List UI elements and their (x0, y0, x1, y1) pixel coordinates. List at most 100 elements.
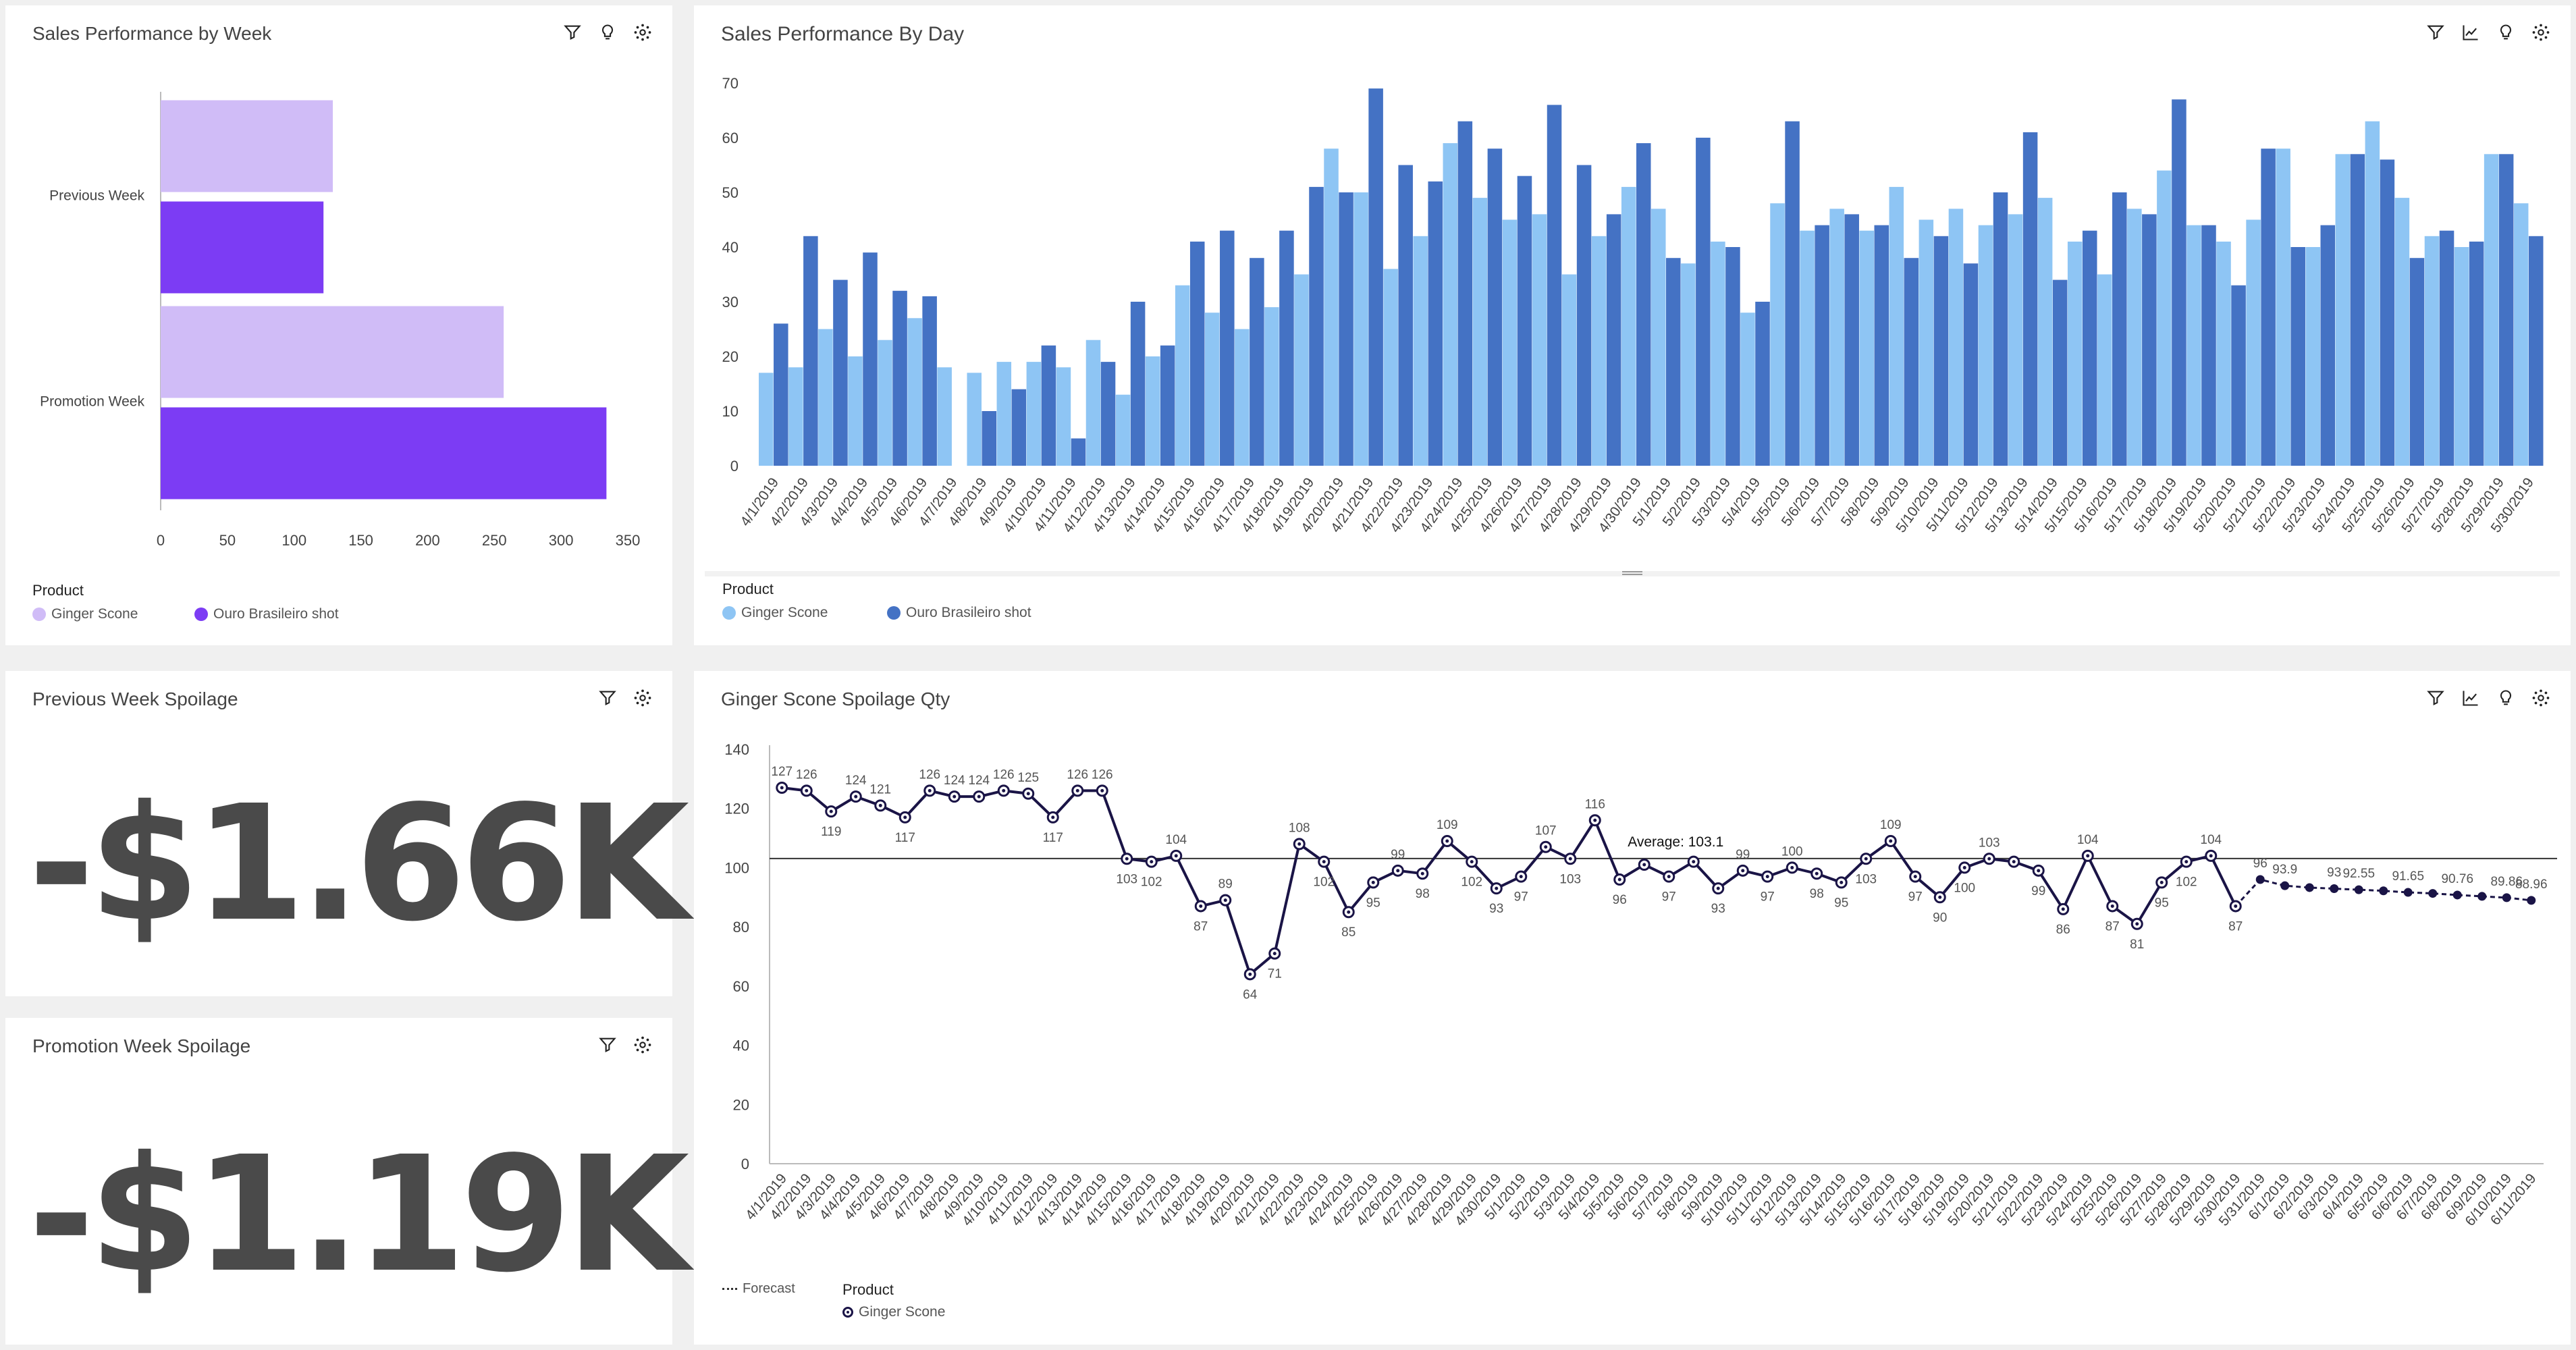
trend-icon[interactable] (2461, 688, 2480, 707)
data-label: 97 (1761, 890, 1775, 905)
data-point-center (854, 794, 858, 799)
forecast-point (2255, 875, 2265, 884)
kpi-value: -$1.66K (28, 771, 689, 956)
data-label: 126 (1092, 767, 1113, 782)
x-tick-label: 0 (157, 532, 165, 549)
bar (1681, 263, 1696, 466)
bar (788, 367, 803, 466)
legend-item-ouro-brasileiro[interactable]: Ouro Brasileiro shot (194, 606, 339, 622)
category-label: Promotion Week (40, 394, 144, 410)
y-tick-label: 0 (741, 1156, 749, 1172)
bar (1815, 225, 1829, 466)
trend-icon[interactable] (2461, 23, 2480, 42)
data-point-center (1199, 904, 1203, 908)
bar (161, 306, 504, 398)
filter-icon[interactable] (598, 688, 617, 707)
data-point-center (2086, 854, 2090, 858)
bar (1502, 219, 1518, 466)
legend-label: Ginger Scone (51, 606, 138, 622)
bar (1398, 165, 1413, 466)
data-point-center (780, 786, 784, 790)
settings-icon[interactable] (2531, 688, 2550, 707)
bar (922, 296, 937, 466)
data-label: 126 (919, 767, 940, 782)
bar (1235, 329, 1250, 466)
bar (1576, 165, 1592, 466)
bar (1621, 186, 1636, 466)
bar (2498, 154, 2514, 466)
bar (2409, 258, 2425, 466)
data-point-center (2209, 854, 2213, 858)
data-point-center (2159, 880, 2164, 884)
bar (1160, 345, 1175, 466)
filter-icon[interactable] (563, 23, 582, 42)
data-label: 93.9 (2272, 863, 2297, 877)
bar (2022, 132, 2038, 466)
bar (1948, 209, 1964, 466)
legend-item-ginger-scone[interactable]: Ginger Scone (722, 605, 828, 621)
data-point-center (977, 794, 981, 799)
kpi-value: -$1.19K (28, 1122, 689, 1307)
forecast-point (2330, 884, 2339, 894)
settings-icon[interactable] (633, 688, 652, 707)
data-label: 126 (1067, 767, 1088, 782)
data-label: 87 (2105, 919, 2120, 934)
settings-icon[interactable] (633, 23, 652, 42)
x-tick-label: 200 (415, 532, 440, 549)
data-label: 103 (1116, 872, 1137, 886)
data-point-center (2012, 860, 2016, 864)
data-point-center (1125, 857, 1129, 861)
legend-swatch (722, 606, 736, 620)
data-label: 104 (2077, 833, 2099, 847)
y-tick-label: 20 (733, 1096, 749, 1113)
series-line (782, 786, 2237, 976)
data-point-center (1470, 860, 1474, 864)
data-point-center (1445, 839, 1449, 843)
bar (2439, 230, 2454, 466)
bar (1100, 362, 1116, 466)
lightbulb-icon[interactable] (2496, 23, 2515, 42)
bar (2305, 247, 2320, 466)
data-label: 107 (1535, 824, 1557, 838)
bar (1026, 362, 1042, 466)
bar (1294, 274, 1309, 466)
filter-icon[interactable] (598, 1035, 617, 1054)
data-point-center (1297, 842, 1302, 846)
data-point-center (1420, 871, 1424, 875)
x-tick-label: 250 (482, 532, 507, 549)
filter-icon[interactable] (2426, 688, 2445, 707)
bar (1785, 121, 1800, 466)
data-point-center (1544, 845, 1548, 849)
bar (2380, 159, 2395, 466)
bar (1011, 389, 1027, 466)
bar (1711, 241, 1725, 466)
day-bar-chart: 0102030405060704/1/20194/2/20194/3/20194… (722, 75, 2544, 535)
legend-marker-dot (847, 1311, 849, 1314)
bar (833, 279, 848, 466)
data-label: 109 (1437, 818, 1458, 832)
bar (2335, 154, 2351, 466)
bar (1859, 230, 1874, 466)
lightbulb-icon[interactable] (598, 23, 617, 42)
week-bar-chart: 0 50 100 150 200 250 300 350 Previous Week Promot… (40, 92, 640, 549)
settings-icon[interactable] (633, 1035, 652, 1054)
bar (2246, 219, 2261, 466)
data-label: 97 (1662, 890, 1676, 905)
panel-resize-handle[interactable] (705, 571, 2560, 576)
legend-item-ouro-brasileiro[interactable]: Ouro Brasileiro shot (887, 605, 1031, 621)
data-point-center (1642, 863, 1646, 867)
bar (1517, 176, 1532, 466)
filter-icon[interactable] (2426, 23, 2445, 42)
legend-item-ginger-scone[interactable]: Ginger Scone (32, 606, 138, 622)
data-point-center (1371, 880, 1375, 884)
bar (1696, 138, 1711, 466)
bar (2112, 192, 2127, 466)
panel-title: Sales Performance By Day (721, 23, 965, 45)
y-tick-label: 60 (722, 130, 739, 146)
lightbulb-icon[interactable] (2496, 688, 2515, 707)
legend-title: Product (32, 582, 84, 599)
legend-item-ginger-scone[interactable]: Ginger Scone (842, 1304, 945, 1320)
panel-title: Sales Performance by Week (32, 23, 272, 44)
settings-icon[interactable] (2531, 23, 2550, 42)
